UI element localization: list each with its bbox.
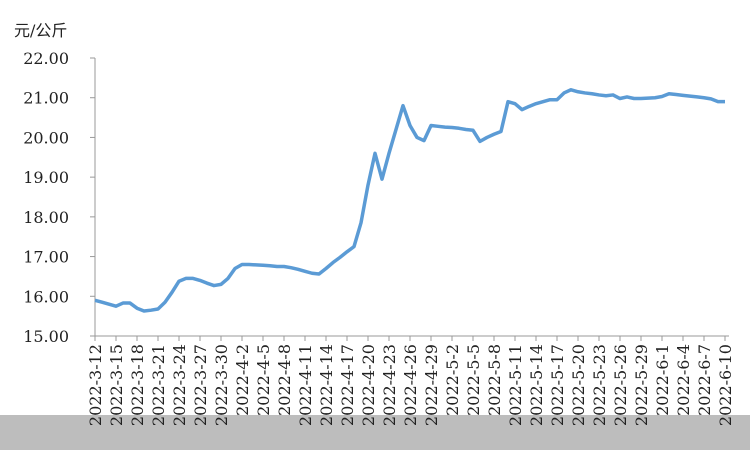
x-tick-label: 2022-5-29: [632, 344, 651, 426]
x-tick-label: 2022-4-26: [401, 344, 420, 426]
y-tick-label: 18.00: [23, 208, 69, 227]
x-tick-label: 2022-5-11: [506, 344, 525, 426]
y-tick-label: 19.00: [23, 168, 69, 187]
x-tick-label: 2022-4-29: [422, 344, 441, 426]
x-tick-label: 2022-5-5: [464, 344, 483, 416]
x-tick-label: 2022-5-20: [569, 344, 588, 426]
x-tick-label: 2022-4-8: [275, 344, 294, 416]
x-tick-label: 2022-4-20: [359, 344, 378, 426]
x-tick-label: 2022-4-11: [296, 344, 315, 426]
x-tick-label: 2022-6-10: [716, 344, 735, 426]
x-tick-label: 2022-5-8: [485, 344, 504, 416]
x-tick-label: 2022-5-2: [443, 344, 462, 416]
x-tick-label: 2022-5-23: [590, 344, 609, 426]
y-tick-label: 20.00: [23, 128, 69, 147]
x-tick-label: 2022-3-30: [212, 344, 231, 426]
x-tick-label: 2022-5-26: [611, 344, 630, 426]
x-tick-label: 2022-3-24: [170, 344, 189, 426]
y-tick-label: 16.00: [23, 287, 69, 306]
x-tick-label: 2022-5-14: [527, 344, 546, 426]
x-tick-label: 2022-6-4: [674, 344, 693, 416]
y-tick-label: 17.00: [23, 248, 69, 267]
y-tick-label: 22.00: [23, 49, 69, 68]
x-tick-label: 2022-4-14: [317, 344, 336, 426]
footer-band: [0, 415, 750, 450]
x-tick-label: 2022-5-17: [548, 344, 567, 426]
x-tick-label: 2022-3-21: [149, 344, 168, 426]
x-tick-label: 2022-4-23: [380, 344, 399, 426]
x-tick-label: 2022-3-12: [86, 344, 105, 426]
x-tick-label: 2022-3-15: [107, 344, 126, 426]
x-tick-label: 2022-4-17: [338, 344, 357, 426]
y-tick-label: 21.00: [23, 89, 69, 108]
data-line: [94, 88, 725, 313]
x-tick-label: 2022-6-7: [695, 344, 714, 416]
x-tick-label: 2022-4-5: [254, 344, 273, 416]
x-tick-label: 2022-3-27: [191, 344, 210, 426]
x-tick-label: 2022-4-2: [233, 344, 252, 416]
x-tick-label: 2022-3-18: [128, 344, 147, 426]
y-axis-label: 元/公斤: [14, 21, 67, 40]
y-tick-label: 15.00: [23, 327, 69, 346]
x-tick-label: 2022-6-1: [653, 344, 672, 416]
